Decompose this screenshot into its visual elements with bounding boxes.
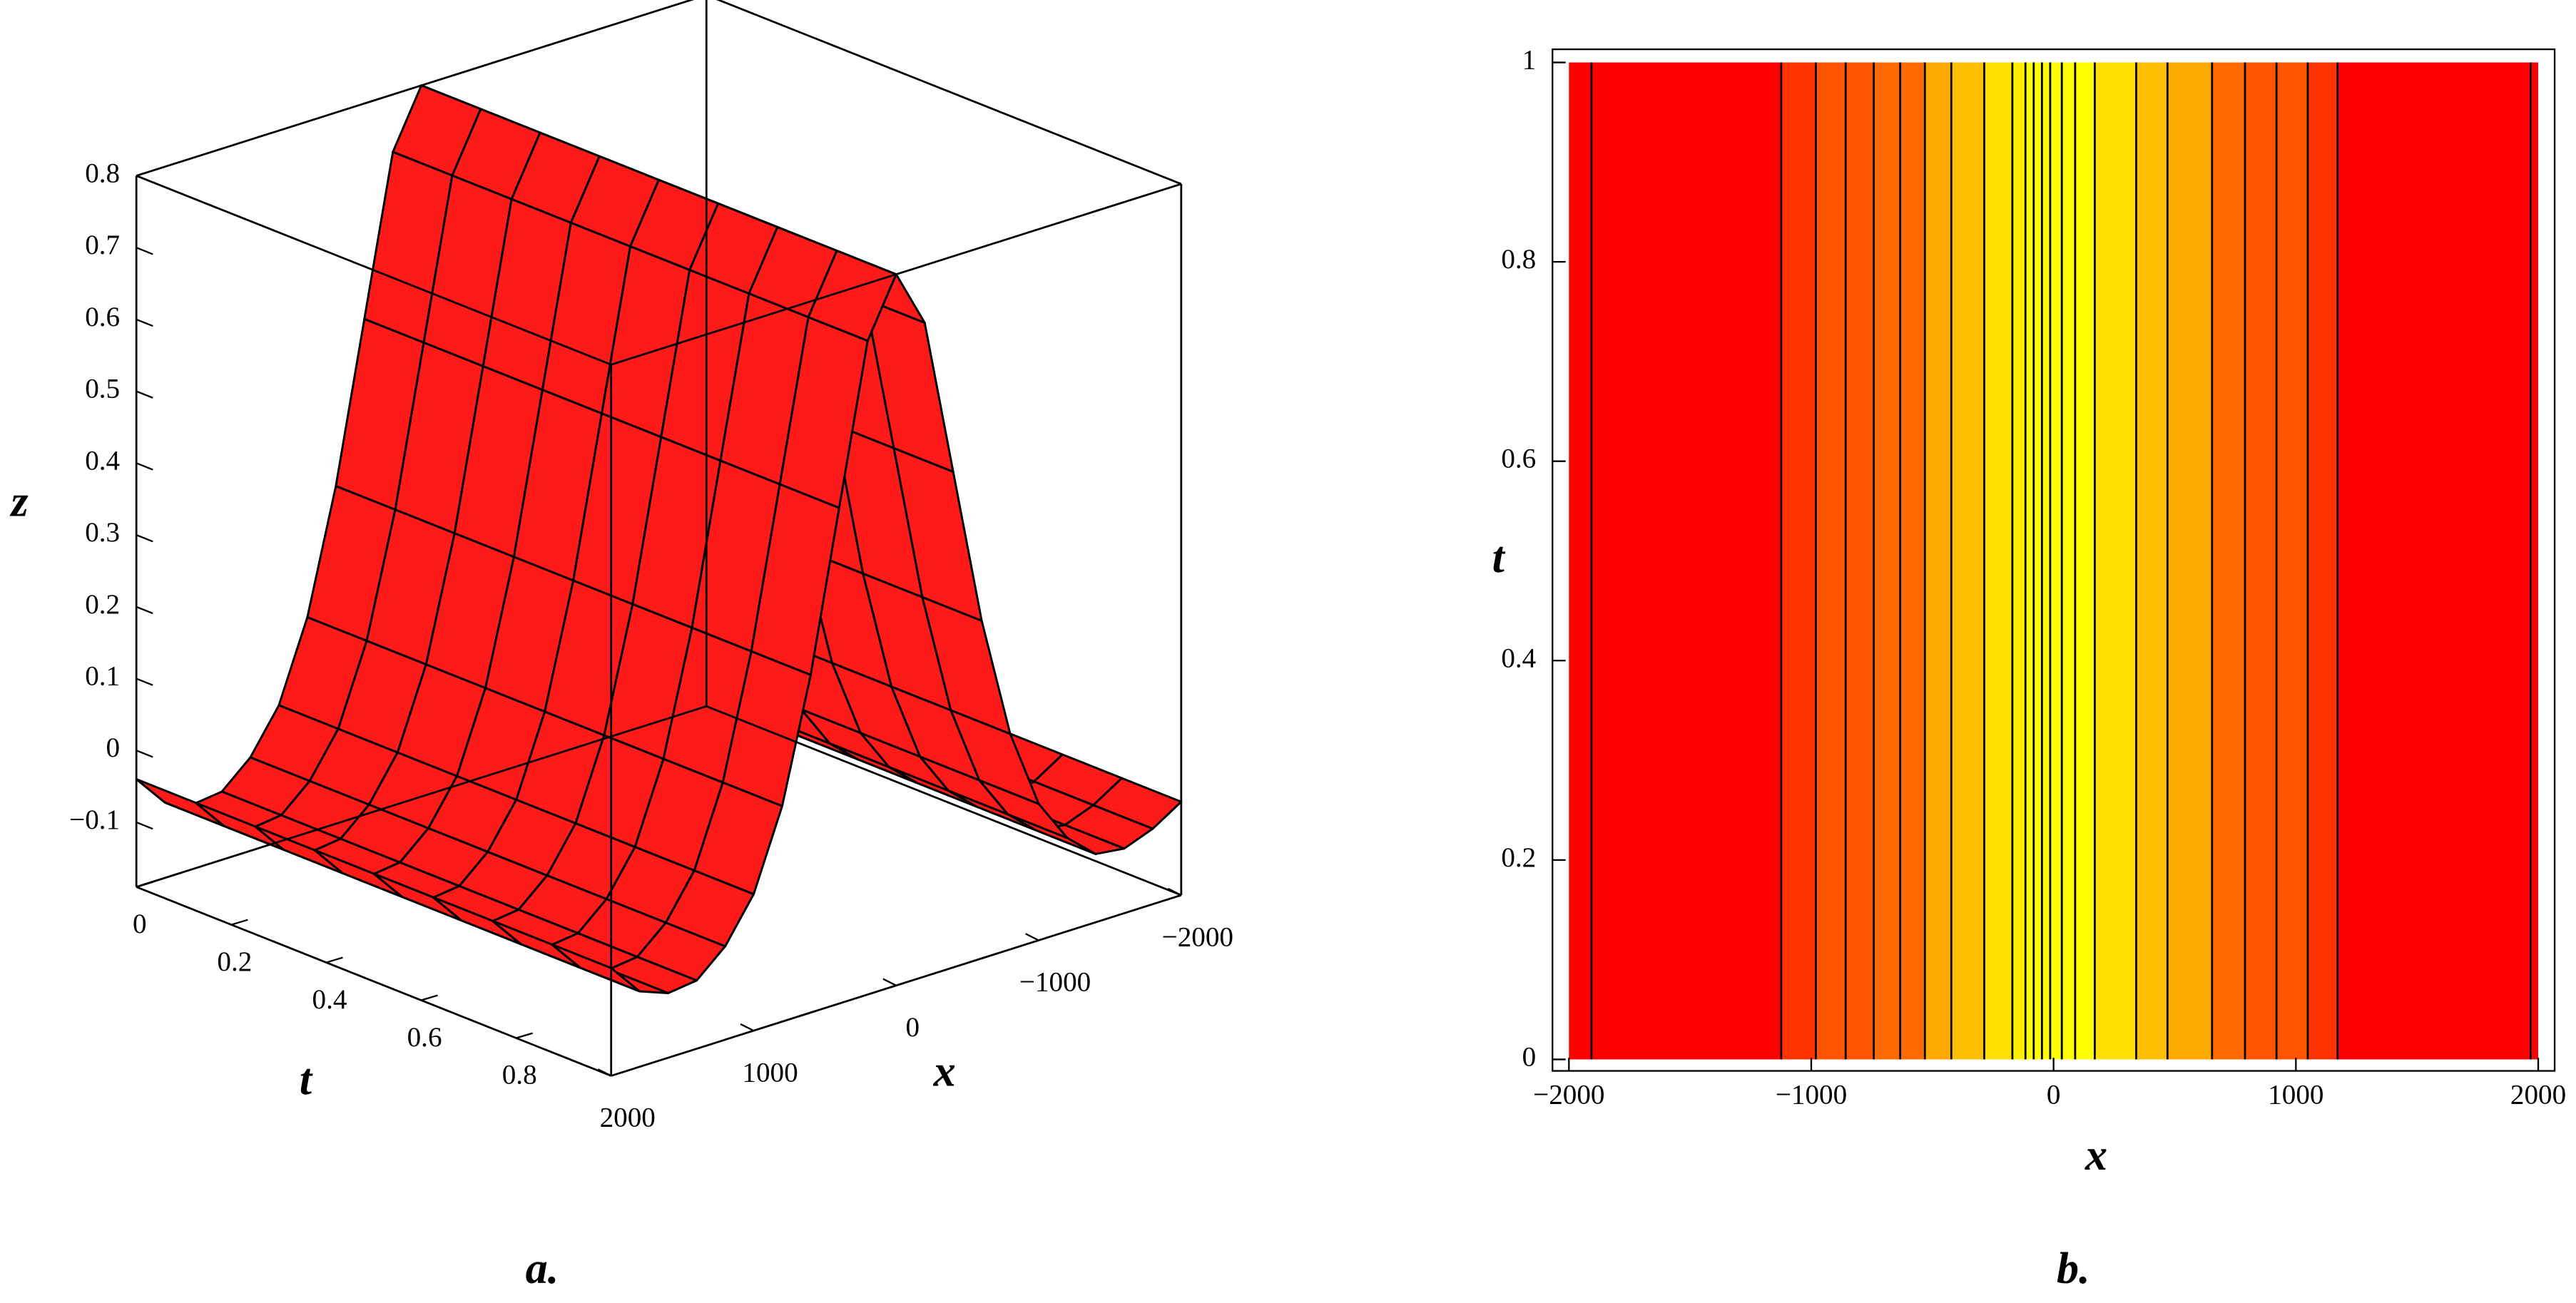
y-axis-label: t	[1492, 533, 1506, 582]
contour-band	[2074, 62, 2095, 1060]
t-tick	[516, 1032, 533, 1039]
z-tick	[136, 247, 153, 255]
x-tick-label: 1000	[2268, 1079, 2323, 1110]
box-edge	[706, 705, 1182, 896]
contour-band	[2211, 62, 2246, 1060]
contour-band	[1873, 62, 1900, 1060]
t-tick-label: 0.6	[407, 1022, 442, 1053]
caption: b.	[2057, 1245, 2090, 1293]
y-tick-label: 0.8	[1501, 244, 1536, 275]
contour-band	[1951, 62, 1985, 1060]
contour-band	[2337, 62, 2531, 1060]
contour-band	[1569, 62, 1592, 1060]
z-tick	[136, 605, 153, 615]
x-tick-label: 0	[905, 1012, 920, 1043]
contour-band	[2307, 62, 2338, 1060]
t-tick	[326, 956, 343, 964]
contour-band	[1846, 62, 1874, 1060]
x-tick-label: −2000	[1533, 1079, 1604, 1110]
y-tick-label: 0.2	[1501, 842, 1536, 873]
z-tick	[136, 534, 153, 543]
box-edge	[136, 175, 612, 366]
z-tick	[136, 678, 153, 686]
y-tick-label: 0.6	[1501, 444, 1536, 474]
contour-band	[1781, 62, 1816, 1060]
contour-band	[2012, 62, 2026, 1060]
t-tick-label: 0	[133, 909, 147, 939]
z-axis-label: z	[10, 478, 29, 526]
z-tick	[136, 175, 153, 183]
t-tick	[230, 919, 248, 926]
contour-band	[1816, 62, 1846, 1060]
x-tick	[740, 1023, 754, 1032]
z-tick	[136, 462, 153, 471]
z-tick-label: 0.2	[85, 589, 120, 620]
z-tick-label: 0.1	[85, 661, 120, 692]
y-tick-label: 0	[1522, 1041, 1537, 1072]
box-edge	[716, 0, 1182, 185]
z-tick	[136, 750, 153, 758]
contour-band	[2094, 62, 2137, 1060]
t-axis-label: t	[300, 1056, 313, 1104]
x-tick-label: −1000	[1776, 1079, 1847, 1110]
contour-band	[2167, 62, 2212, 1060]
z-tick-label: 0.4	[85, 445, 120, 476]
x-tick-label: 2000	[2510, 1079, 2566, 1110]
z-tick-label: 0	[106, 732, 121, 763]
x-tick-label: 2000	[600, 1103, 656, 1133]
contour-band	[1591, 62, 1781, 1060]
contour-band	[2136, 62, 2168, 1060]
x-tick	[882, 978, 897, 986]
contour-band	[2033, 62, 2042, 1060]
t-tick-label: 0.2	[217, 946, 252, 977]
z-tick-label: 0.7	[85, 230, 120, 260]
box-edge	[136, 0, 695, 177]
contour-band	[2042, 62, 2050, 1060]
x-axis-label: x	[933, 1048, 956, 1096]
contour-band	[1925, 62, 1952, 1060]
y-tick-label: 0.4	[1501, 643, 1536, 673]
t-tick-label: 0.4	[312, 984, 347, 1015]
x-tick-label: −1000	[1019, 967, 1091, 998]
box-edge	[136, 886, 612, 1077]
contour-band	[2062, 62, 2075, 1060]
box-edge	[611, 183, 1182, 366]
x-tick	[1025, 933, 1039, 941]
z-tick-label: 0.3	[85, 517, 120, 548]
contour-band	[2245, 62, 2277, 1060]
t-tick	[136, 881, 153, 888]
x-tick-label: 1000	[742, 1057, 798, 1088]
x-tick-label: 0	[2047, 1079, 2061, 1110]
contour-band	[2530, 62, 2539, 1060]
contour-band	[1900, 62, 1925, 1060]
contour-band	[2050, 62, 2062, 1060]
z-tick	[136, 318, 153, 327]
z-tick-label: 0.8	[85, 158, 120, 188]
t-tick-label: 0.8	[502, 1060, 537, 1090]
z-tick	[136, 821, 153, 830]
contour-band	[2276, 62, 2308, 1060]
x-axis-label: x	[2084, 1131, 2107, 1180]
contour-band	[2025, 62, 2034, 1060]
z-tick	[136, 390, 153, 399]
x-tick	[597, 1068, 612, 1077]
z-tick-label: 0.5	[85, 374, 120, 404]
z-tick-label: −0.1	[69, 804, 120, 835]
caption: a.	[526, 1245, 559, 1293]
x-tick	[1167, 887, 1182, 896]
x-tick-label: −2000	[1162, 921, 1233, 952]
t-tick	[421, 994, 438, 1001]
y-tick-label: 1	[1522, 45, 1537, 76]
contour-band	[1984, 62, 2012, 1060]
z-tick-label: 0.6	[85, 302, 120, 332]
